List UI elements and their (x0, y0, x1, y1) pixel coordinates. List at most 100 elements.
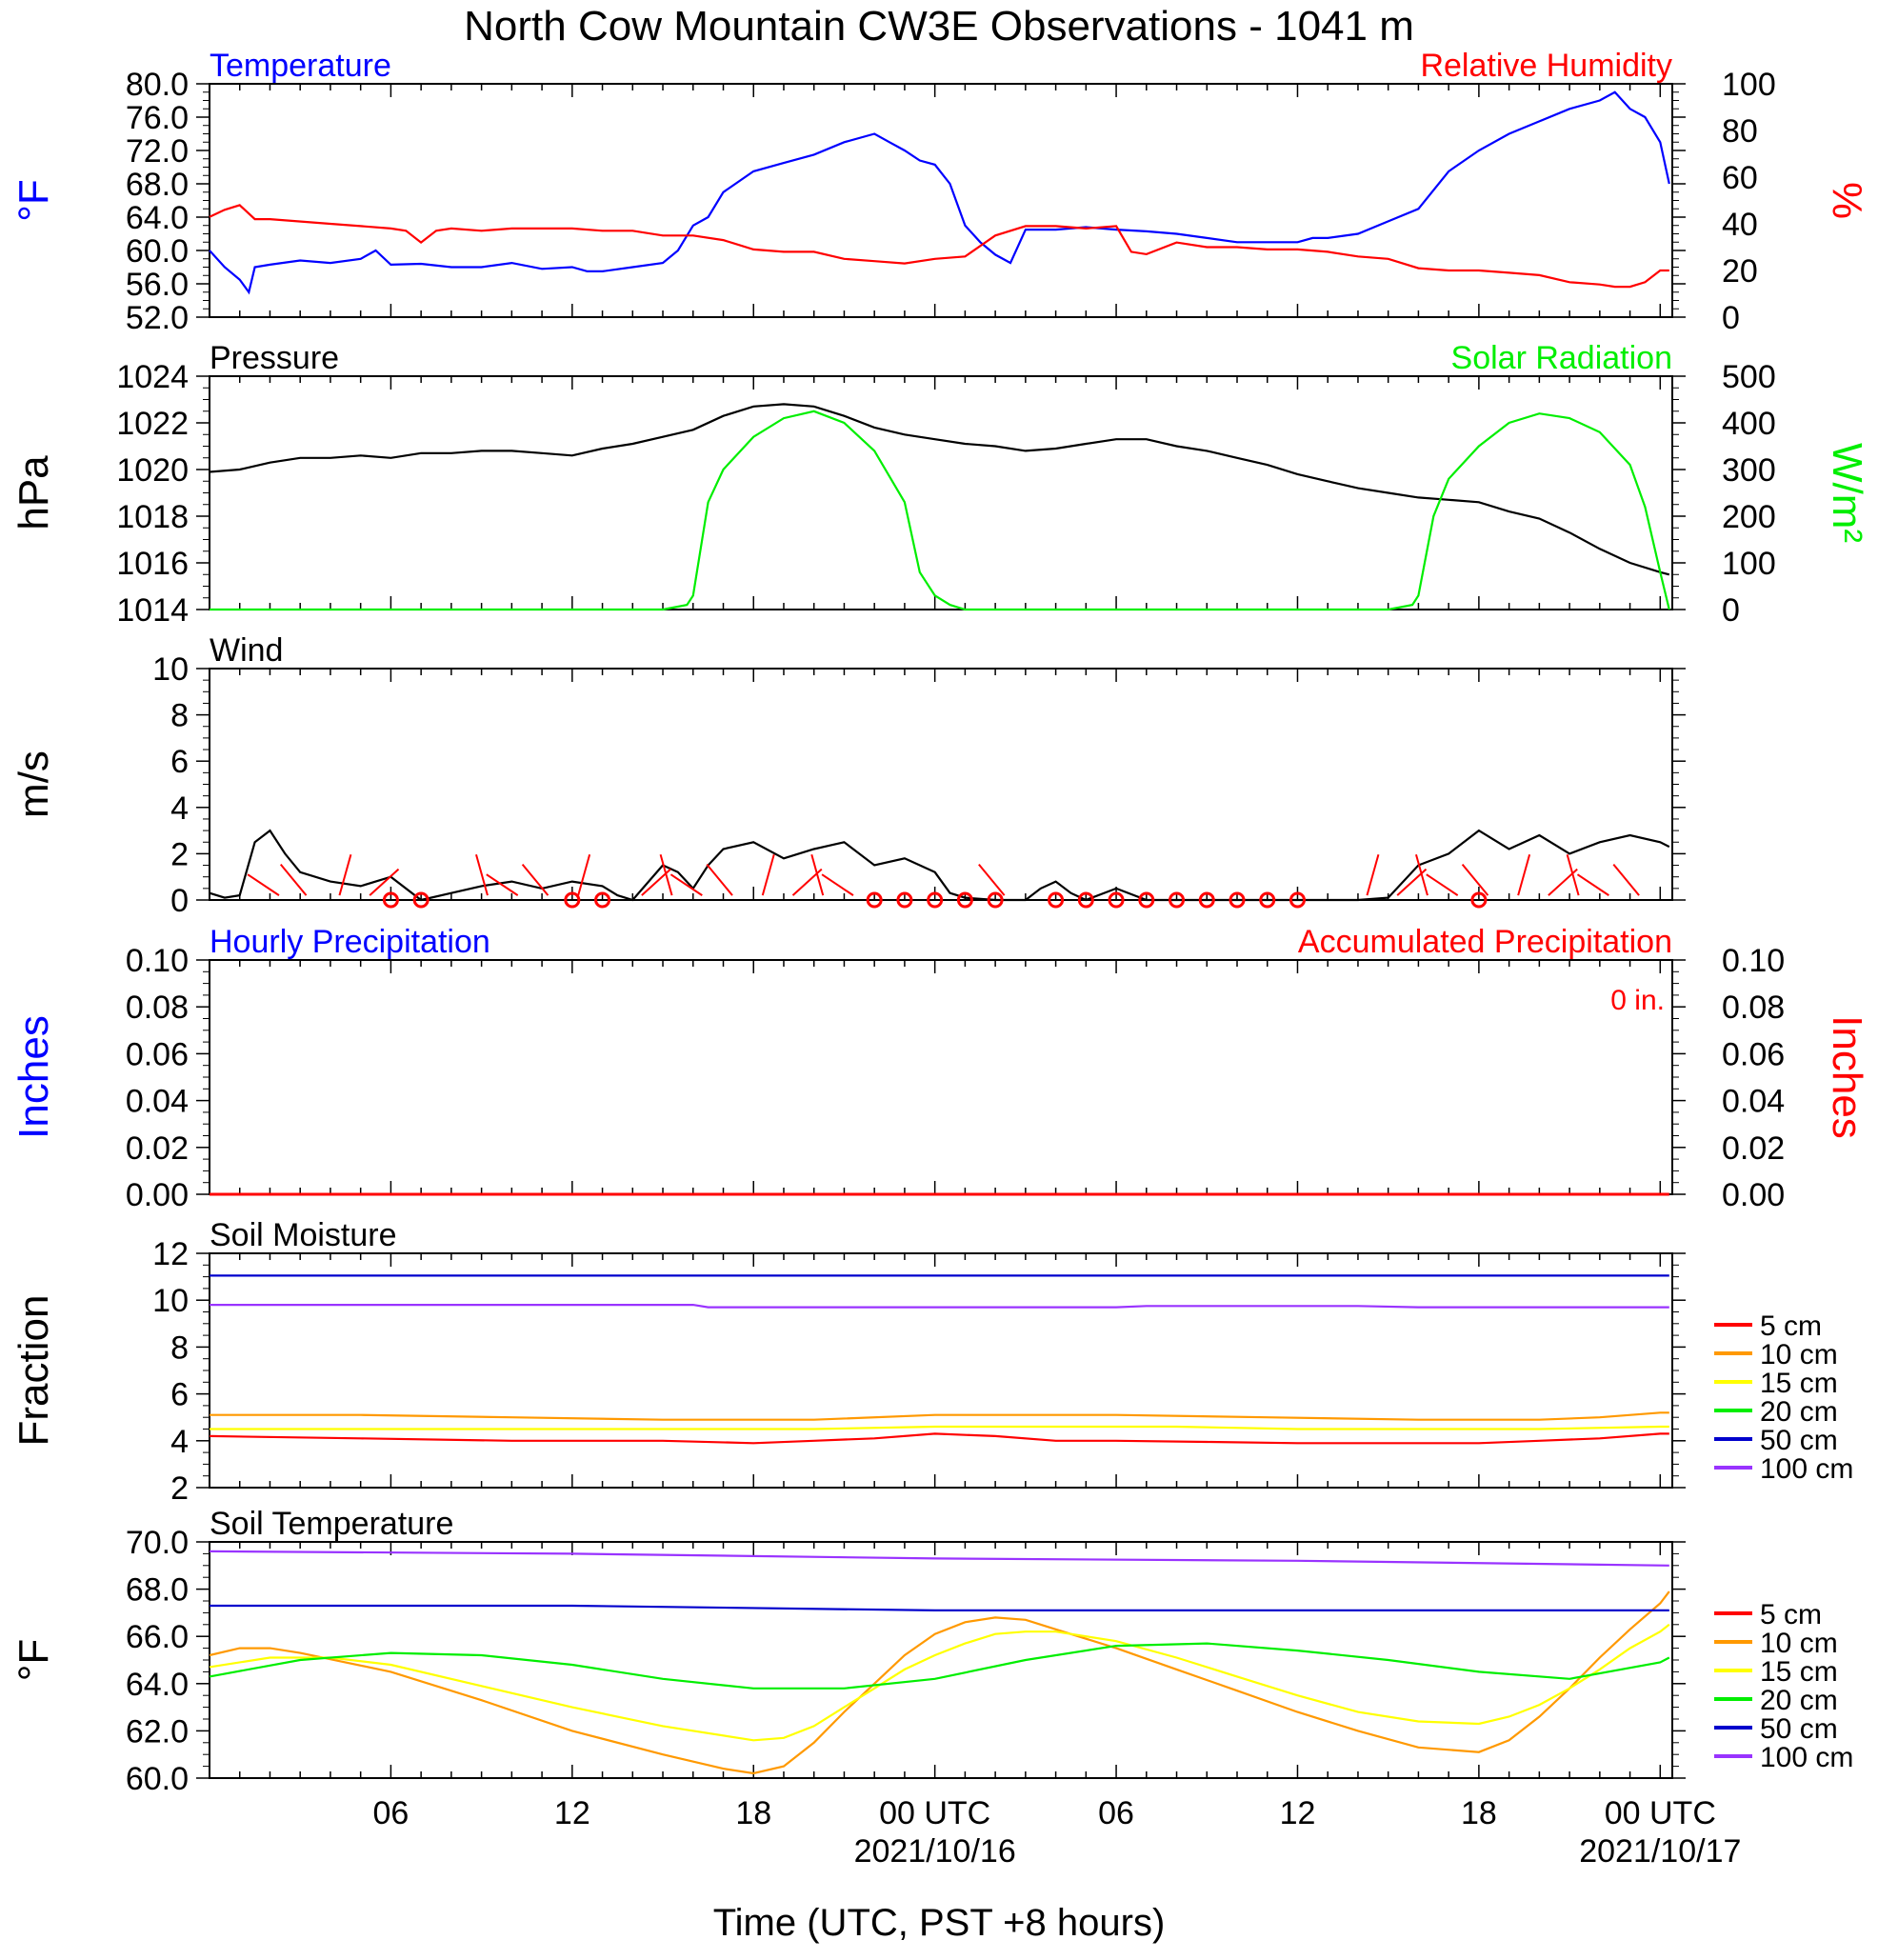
panel-title-right: Solar Radiation (1451, 340, 1672, 376)
calm-wind-marker (1048, 891, 1065, 909)
y-tick-label-left: 0.00 (126, 1177, 189, 1213)
calm-wind-marker (1229, 891, 1246, 909)
y-tick-label-left: 60.0 (126, 233, 189, 270)
y-tick-label-right: 60 (1722, 160, 1758, 196)
y-tick-label-left: 56.0 (126, 267, 189, 303)
calm-wind-marker (594, 891, 611, 909)
panel-title-left: Wind (210, 632, 283, 669)
panel-temp-rh: 52.056.060.064.068.072.076.080.0 0 20 40 60 8… (10, 48, 1870, 336)
y-tick-label-left: 0.06 (126, 1036, 189, 1072)
y-tick-label-left: 70.0 (126, 1525, 189, 1561)
y-axis-unit-left: Fraction (10, 1295, 57, 1447)
series-line-relative-humidity (209, 204, 1669, 289)
panel-title-left: Pressure (210, 340, 339, 376)
calm-wind-marker (1470, 891, 1488, 909)
calm-wind-marker (896, 891, 913, 909)
series-line-solar-radiation (210, 410, 1670, 611)
x-tick-date-label: 2021/10/17 (1579, 1833, 1741, 1870)
y-tick-label-left: 4 (170, 790, 189, 827)
y-tick-label-left: 68.0 (126, 1572, 189, 1609)
y-tick-label-right: 80 (1722, 113, 1758, 150)
wind-barb (659, 853, 673, 896)
series-line-10-cm (210, 1411, 1669, 1421)
x-tick-date-label: 2021/10/16 (854, 1833, 1016, 1870)
series-line-20-cm (209, 1642, 1670, 1690)
series-line-temperature (209, 90, 1670, 295)
y-tick-label-right: 20 (1722, 253, 1758, 290)
wind-barb (247, 873, 280, 896)
calm-wind-marker (382, 891, 399, 909)
calm-wind-marker (1108, 891, 1125, 909)
legend-label: 10 cm (1760, 1628, 1838, 1659)
y-tick-label-left: 1014 (116, 592, 189, 629)
panel-precip: 0.00 0.02 0.04 0.06 0.08 0.10 0.00 0.02 0.04 0.06… (10, 924, 1870, 1213)
series-line-100-cm (210, 1304, 1669, 1309)
x-tick-label: 06 (1098, 1795, 1134, 1831)
series-line-15-cm (210, 1425, 1669, 1430)
y-axis-unit-left: °F (10, 179, 57, 221)
wind-barb (1517, 853, 1531, 896)
y-tick-label-left: 8 (170, 1330, 189, 1366)
y-tick-label-left: 0.02 (126, 1130, 189, 1167)
panel-title-left: Soil Moisture (210, 1217, 397, 1253)
series-line-100-cm (209, 1550, 1669, 1567)
y-tick-label-left: 62.0 (126, 1713, 189, 1750)
y-tick-label-left: 10 (152, 1283, 189, 1319)
calm-wind-marker (927, 891, 944, 909)
y-tick-label-left: 52.0 (126, 300, 189, 336)
wind-barb (1366, 853, 1380, 896)
wind-barb (486, 873, 519, 896)
panel-title-right: Accumulated Precipitation (1298, 924, 1672, 960)
legend-label: 50 cm (1760, 1425, 1838, 1456)
x-axis-label: Time (UTC, PST +8 hours) (713, 1902, 1166, 1944)
calm-wind-marker (564, 891, 581, 909)
y-tick-label-left: 68.0 (126, 167, 189, 203)
plot-frame (209, 1252, 1673, 1489)
calm-wind-marker (412, 891, 430, 909)
y-tick-label-left: 64.0 (126, 1667, 189, 1703)
y-tick-label-right: 100 (1722, 67, 1776, 103)
panel-title-left: Temperature (210, 48, 391, 84)
legend-label: 5 cm (1760, 1599, 1822, 1630)
y-tick-label-left: 1020 (116, 452, 189, 489)
wind-barb (1461, 864, 1489, 896)
wind-barb (1576, 873, 1609, 896)
y-tick-label-left: 0 (170, 883, 189, 919)
x-tick-label: 12 (554, 1795, 590, 1831)
wind-barb (279, 864, 308, 896)
series-line-pressure (209, 403, 1670, 576)
panel-title-left: Hourly Precipitation (210, 924, 490, 960)
y-axis-unit-left: Inches (10, 1015, 57, 1139)
y-tick-label-right: 300 (1722, 452, 1776, 489)
y-axis-unit-right: W/m² (1824, 443, 1870, 543)
legend-label: 10 cm (1760, 1339, 1838, 1370)
y-tick-label-right: 100 (1722, 546, 1776, 582)
y-tick-label-right: 0.00 (1722, 1177, 1785, 1213)
y-tick-label-left: 0.08 (126, 990, 189, 1026)
y-tick-label-left: 1024 (116, 359, 189, 395)
y-tick-label-right: 0.02 (1722, 1130, 1785, 1167)
y-axis-unit-left: m/s (10, 750, 57, 818)
legend-label: 100 cm (1760, 1453, 1853, 1485)
calm-wind-marker (1077, 891, 1094, 909)
legend-label: 15 cm (1760, 1656, 1838, 1688)
calm-wind-marker (987, 891, 1004, 909)
calm-wind-marker (956, 891, 973, 909)
panel-soil-temperature: 60.0 62.0 64.0 66.0 68.0 70.0 Soil Temperature… (10, 1506, 1853, 1797)
y-tick-label-right: 0.10 (1722, 943, 1785, 979)
y-tick-label-right: 0.04 (1722, 1084, 1785, 1120)
y-tick-label-left: 6 (170, 744, 189, 780)
wind-barb (1415, 853, 1428, 896)
plot-frame (209, 1541, 1673, 1779)
y-axis-unit-right: % (1824, 182, 1870, 219)
y-tick-label-right: 40 (1722, 207, 1758, 243)
y-tick-label-left: 72.0 (126, 133, 189, 170)
y-tick-label-right: 0 (1722, 300, 1740, 336)
legend-label: 50 cm (1760, 1713, 1838, 1745)
x-tick-label: 18 (735, 1795, 771, 1831)
y-tick-label-right: 0.06 (1722, 1036, 1785, 1072)
panel-title-right: Relative Humidity (1420, 48, 1672, 84)
